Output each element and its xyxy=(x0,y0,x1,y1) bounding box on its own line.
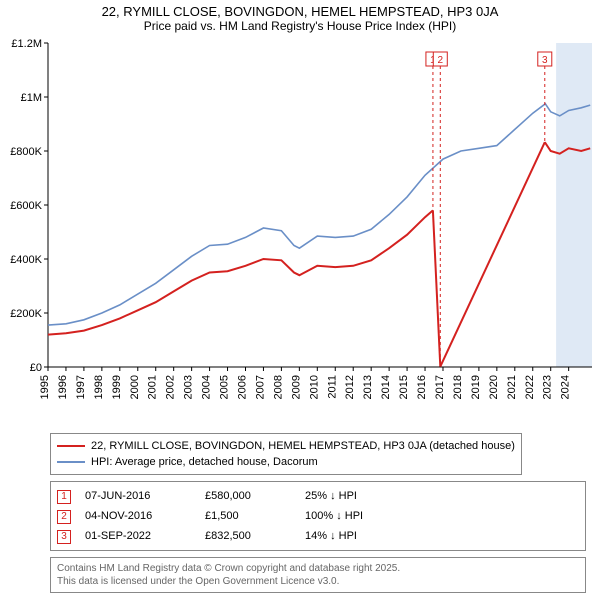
svg-text:2011: 2011 xyxy=(326,375,338,399)
svg-text:1996: 1996 xyxy=(57,375,69,399)
transaction-delta: 25% ↓ HPI xyxy=(305,486,425,506)
marker-box-icon: 1 xyxy=(57,490,71,504)
svg-text:2018: 2018 xyxy=(452,375,464,399)
svg-text:1997: 1997 xyxy=(75,375,87,399)
svg-text:2: 2 xyxy=(438,55,444,66)
chart-title-line1: 22, RYMILL CLOSE, BOVINGDON, HEMEL HEMPS… xyxy=(0,0,600,19)
transaction-price: £580,000 xyxy=(205,486,305,506)
svg-text:2007: 2007 xyxy=(254,375,266,399)
legend-item: HPI: Average price, detached house, Daco… xyxy=(57,454,515,470)
svg-text:2015: 2015 xyxy=(398,375,410,399)
svg-text:2021: 2021 xyxy=(506,375,518,399)
transaction-delta: 14% ↓ HPI xyxy=(305,526,425,546)
legend-swatch xyxy=(57,445,85,447)
legend-label: HPI: Average price, detached house, Daco… xyxy=(91,454,318,470)
svg-text:3: 3 xyxy=(542,55,548,66)
legend-swatch xyxy=(57,461,85,463)
attribution-line: This data is licensed under the Open Gov… xyxy=(57,575,579,588)
svg-text:1998: 1998 xyxy=(93,375,105,399)
svg-text:2002: 2002 xyxy=(165,375,177,399)
chart-svg: £0 £200K £400K £600K £800K £1M £1.2M 1995 1996 19… xyxy=(0,37,600,427)
svg-text:2010: 2010 xyxy=(308,375,320,399)
svg-text:2005: 2005 xyxy=(219,375,231,399)
svg-text:2024: 2024 xyxy=(560,375,572,399)
transaction-price: £1,500 xyxy=(205,506,305,526)
svg-text:£1M: £1M xyxy=(21,92,42,104)
svg-text:2009: 2009 xyxy=(290,375,302,399)
transaction-date: 07-JUN-2016 xyxy=(85,486,205,506)
transaction-delta: 100% ↓ HPI xyxy=(305,506,425,526)
svg-text:£400K: £400K xyxy=(10,254,42,266)
legend-item: 22, RYMILL CLOSE, BOVINGDON, HEMEL HEMPS… xyxy=(57,438,515,454)
svg-text:2000: 2000 xyxy=(129,375,141,399)
svg-text:£0: £0 xyxy=(30,362,42,374)
svg-text:1999: 1999 xyxy=(111,375,123,399)
svg-text:2001: 2001 xyxy=(147,375,159,399)
marker-box-icon: 3 xyxy=(57,530,71,544)
transaction-date: 04-NOV-2016 xyxy=(85,506,205,526)
svg-text:£1.2M: £1.2M xyxy=(11,38,42,50)
svg-text:£200K: £200K xyxy=(10,308,42,320)
transactions-table: 1 07-JUN-2016 £580,000 25% ↓ HPI 2 04-NO… xyxy=(50,481,586,551)
legend-label: 22, RYMILL CLOSE, BOVINGDON, HEMEL HEMPS… xyxy=(91,438,515,454)
svg-text:2017: 2017 xyxy=(434,375,446,399)
svg-text:2016: 2016 xyxy=(416,375,428,399)
svg-text:2022: 2022 xyxy=(524,375,536,399)
table-row: 3 01-SEP-2022 £832,500 14% ↓ HPI xyxy=(57,526,579,546)
svg-text:2003: 2003 xyxy=(183,375,195,399)
marker-box-icon: 2 xyxy=(57,510,71,524)
table-row: 1 07-JUN-2016 £580,000 25% ↓ HPI xyxy=(57,486,579,506)
svg-text:2019: 2019 xyxy=(470,375,482,399)
chart-area: £0 £200K £400K £600K £800K £1M £1.2M 1995 1996 19… xyxy=(0,37,600,427)
transaction-price: £832,500 xyxy=(205,526,305,546)
svg-text:2023: 2023 xyxy=(542,375,554,399)
legend: 22, RYMILL CLOSE, BOVINGDON, HEMEL HEMPS… xyxy=(50,433,522,475)
svg-text:2006: 2006 xyxy=(236,375,248,399)
chart-title-line2: Price paid vs. HM Land Registry's House … xyxy=(0,19,600,37)
svg-text:£600K: £600K xyxy=(10,200,42,212)
attribution-line: Contains HM Land Registry data © Crown c… xyxy=(57,562,579,575)
svg-text:2012: 2012 xyxy=(344,375,356,399)
table-row: 2 04-NOV-2016 £1,500 100% ↓ HPI xyxy=(57,506,579,526)
svg-text:2013: 2013 xyxy=(362,375,374,399)
svg-text:2020: 2020 xyxy=(488,375,500,399)
svg-text:£800K: £800K xyxy=(10,146,42,158)
svg-text:2004: 2004 xyxy=(201,375,213,399)
svg-text:2014: 2014 xyxy=(380,375,392,399)
svg-text:2008: 2008 xyxy=(272,375,284,399)
attribution: Contains HM Land Registry data © Crown c… xyxy=(50,557,586,593)
transaction-date: 01-SEP-2022 xyxy=(85,526,205,546)
svg-text:1995: 1995 xyxy=(39,375,51,399)
